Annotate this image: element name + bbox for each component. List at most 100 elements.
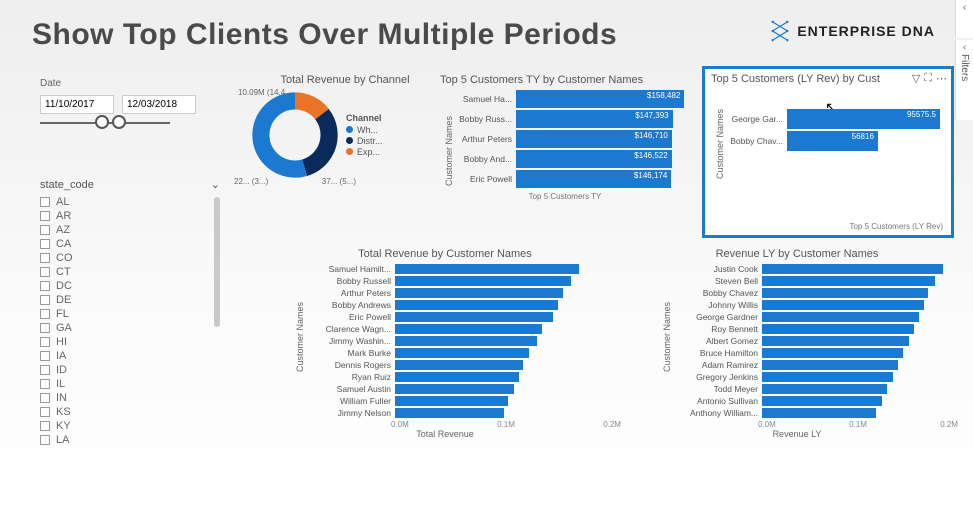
state-item[interactable]: CO bbox=[40, 251, 220, 265]
checkbox[interactable] bbox=[40, 407, 50, 417]
bar-row[interactable]: Bobby Chavez bbox=[674, 288, 962, 298]
bar-row[interactable]: Eric Powell$146,174 bbox=[452, 170, 690, 188]
state-item[interactable]: DC bbox=[40, 279, 220, 293]
bar-row[interactable]: Todd Meyer bbox=[674, 384, 962, 394]
bar-row[interactable]: Samuel Ha...$158,482 bbox=[452, 90, 690, 108]
focus-mode-icon[interactable]: ⛶ bbox=[924, 72, 932, 85]
state-filter[interactable]: state_code ⌄ ALARAZCACOCTDCDEFLGAHIIAIDI… bbox=[40, 178, 220, 488]
slider-thumb-end[interactable] bbox=[112, 115, 126, 129]
state-item[interactable]: DE bbox=[40, 293, 220, 307]
state-item[interactable]: IA bbox=[40, 349, 220, 363]
x-axis-label: Total Revenue bbox=[265, 429, 625, 439]
bar-row[interactable]: Jimmy Nelson bbox=[307, 408, 625, 418]
state-item[interactable]: ID bbox=[40, 363, 220, 377]
state-item[interactable]: GA bbox=[40, 321, 220, 335]
donut-chart[interactable]: Total Revenue by Channel 10.09M (14.4...… bbox=[250, 74, 440, 224]
date-slicer[interactable]: Date bbox=[40, 78, 210, 124]
checkbox[interactable] bbox=[40, 211, 50, 221]
state-item[interactable]: AL bbox=[40, 195, 220, 209]
bar-row[interactable]: Adam Ramirez bbox=[674, 360, 962, 370]
bar-row[interactable]: Bobby Russ...$147,393 bbox=[452, 110, 690, 128]
checkbox[interactable] bbox=[40, 393, 50, 403]
bar-label: Samuel Austin bbox=[307, 384, 391, 394]
bar-row[interactable]: Samuel Hamilt... bbox=[307, 264, 625, 274]
state-item[interactable]: HI bbox=[40, 335, 220, 349]
state-item[interactable]: IL bbox=[40, 377, 220, 391]
legend-item[interactable]: Wh... bbox=[346, 125, 383, 135]
slider-thumb-start[interactable] bbox=[95, 115, 109, 129]
checkbox[interactable] bbox=[40, 309, 50, 319]
checkbox[interactable] bbox=[40, 435, 50, 445]
checkbox[interactable] bbox=[40, 337, 50, 347]
bar-row[interactable]: Justin Cook bbox=[674, 264, 962, 274]
state-item[interactable]: KS bbox=[40, 405, 220, 419]
revenue-ty-chart[interactable]: Total Revenue by Customer Names Customer… bbox=[265, 248, 625, 513]
scrollbar[interactable] bbox=[214, 197, 220, 327]
bar-label: Clarence Wagn... bbox=[307, 324, 391, 334]
bar-row[interactable]: Bobby Andrews bbox=[307, 300, 625, 310]
bar-row[interactable]: Ryan Ruiz bbox=[307, 372, 625, 382]
bar-row[interactable]: Albert Gomez bbox=[674, 336, 962, 346]
bar-row[interactable]: William Fuller bbox=[307, 396, 625, 406]
bar-row[interactable]: George Gar...95575.5 bbox=[723, 109, 945, 129]
state-item[interactable]: KY bbox=[40, 419, 220, 433]
checkbox[interactable] bbox=[40, 351, 50, 361]
checkbox[interactable] bbox=[40, 365, 50, 375]
checkbox[interactable] bbox=[40, 421, 50, 431]
checkbox[interactable] bbox=[40, 323, 50, 333]
legend-item[interactable]: Exp... bbox=[346, 147, 383, 157]
bar-row[interactable]: Mark Burke bbox=[307, 348, 625, 358]
chevron-down-icon[interactable]: ⌄ bbox=[211, 178, 220, 191]
bar-row[interactable]: Arthur Peters bbox=[307, 288, 625, 298]
checkbox[interactable] bbox=[40, 295, 50, 305]
visualizations-pane-collapsed[interactable]: ‹ bbox=[955, 0, 973, 38]
bar-row[interactable]: Bruce Hamilton bbox=[674, 348, 962, 358]
bar-label: Bobby Russ... bbox=[452, 114, 512, 124]
bar-row[interactable]: Arthur Peters$146,710 bbox=[452, 130, 690, 148]
more-options-icon[interactable]: ⋯ bbox=[936, 72, 947, 85]
checkbox[interactable] bbox=[40, 267, 50, 277]
bar-row[interactable]: Dennis Rogers bbox=[307, 360, 625, 370]
bar-row[interactable]: Roy Bennett bbox=[674, 324, 962, 334]
bar-row[interactable]: Antonio Sullivan bbox=[674, 396, 962, 406]
legend-item[interactable]: Distr... bbox=[346, 136, 383, 146]
state-code: IN bbox=[56, 392, 67, 404]
state-item[interactable]: AR bbox=[40, 209, 220, 223]
checkbox[interactable] bbox=[40, 239, 50, 249]
state-item[interactable]: AZ bbox=[40, 223, 220, 237]
filters-pane-collapsed[interactable]: ‹ Filters bbox=[955, 40, 973, 120]
bar-row[interactable]: Samuel Austin bbox=[307, 384, 625, 394]
state-item[interactable]: CT bbox=[40, 265, 220, 279]
bar-row[interactable]: Steven Bell bbox=[674, 276, 962, 286]
date-end-input[interactable] bbox=[122, 95, 196, 114]
checkbox[interactable] bbox=[40, 281, 50, 291]
checkbox[interactable] bbox=[40, 379, 50, 389]
checkbox[interactable] bbox=[40, 225, 50, 235]
bar-row[interactable]: Clarence Wagn... bbox=[307, 324, 625, 334]
bar-row[interactable]: Bobby Russell bbox=[307, 276, 625, 286]
state-item[interactable]: IN bbox=[40, 391, 220, 405]
checkbox[interactable] bbox=[40, 253, 50, 263]
bar-row[interactable]: Johnny Willis bbox=[674, 300, 962, 310]
bar-row[interactable]: Bobby Chav...56816 bbox=[723, 131, 945, 151]
top5-ly-chart-selected[interactable]: ▽ ⛶ ⋯ Top 5 Customers (LY Rev) by Cust ↖… bbox=[702, 66, 954, 238]
bar bbox=[762, 336, 909, 346]
filter-icon[interactable]: ▽ bbox=[912, 72, 920, 85]
top5-ty-chart[interactable]: Top 5 Customers TY by Customer Names Cus… bbox=[440, 74, 690, 234]
bar-row[interactable]: Anthony William... bbox=[674, 408, 962, 418]
bar-row[interactable]: George Gardner bbox=[674, 312, 962, 322]
bar-row[interactable]: Bobby And...$146,522 bbox=[452, 150, 690, 168]
bar-row[interactable]: Gregory Jenkins bbox=[674, 372, 962, 382]
bar-row[interactable]: Eric Powell bbox=[307, 312, 625, 322]
bar-label: Samuel Hamilt... bbox=[307, 264, 391, 274]
date-start-input[interactable] bbox=[40, 95, 114, 114]
revenue-ly-chart[interactable]: Revenue LY by Customer Names Customer Na… bbox=[632, 248, 962, 513]
state-item[interactable]: LA bbox=[40, 433, 220, 447]
date-slider[interactable] bbox=[40, 122, 170, 124]
bar-label: Gregory Jenkins bbox=[674, 372, 758, 382]
state-code: DC bbox=[56, 280, 72, 292]
bar-row[interactable]: Jimmy Washin... bbox=[307, 336, 625, 346]
state-item[interactable]: FL bbox=[40, 307, 220, 321]
checkbox[interactable] bbox=[40, 197, 50, 207]
state-item[interactable]: CA bbox=[40, 237, 220, 251]
